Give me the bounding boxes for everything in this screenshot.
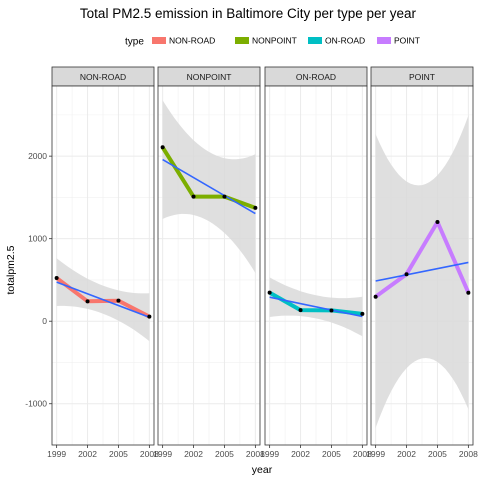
series-line-point xyxy=(374,220,471,299)
panel-border-point xyxy=(370,85,474,446)
series-line-on-road xyxy=(268,290,363,316)
x-tick-label: 2005 xyxy=(109,449,128,459)
series-line-non-road xyxy=(55,276,151,319)
y-tick-label: -1000 xyxy=(25,399,47,409)
x-tick-label: 1999 xyxy=(260,449,279,459)
x-axis-label: year xyxy=(252,464,273,476)
y-tick-label: 1000 xyxy=(28,234,47,244)
data-point-non-road-1999 xyxy=(54,276,59,281)
x-tick-label: 2002 xyxy=(397,449,416,459)
x-tick-label: 2008 xyxy=(246,449,265,459)
data-point-non-road-2002 xyxy=(85,299,90,304)
data-point-point-1999 xyxy=(373,294,378,299)
legend-label-nonpoint: NONPOINT xyxy=(252,36,297,46)
x-tick-label: 2008 xyxy=(459,449,478,459)
legend-key-nonpoint xyxy=(235,37,249,44)
x-tick-label: 2005 xyxy=(322,449,341,459)
data-point-nonpoint-2002 xyxy=(191,194,196,199)
legend-key-point xyxy=(377,37,391,44)
x-tick-label: 2002 xyxy=(184,449,203,459)
data-point-point-2008 xyxy=(466,290,471,295)
strip-label-nonpoint: NONPOINT xyxy=(187,72,232,82)
data-point-nonpoint-1999 xyxy=(160,145,165,150)
y-tick-label: 2000 xyxy=(28,151,47,161)
panel-point: POINT 1999 2002 2005 2008 xyxy=(366,66,478,459)
data-point-on-road-1999 xyxy=(267,290,272,295)
data-point-nonpoint-2005 xyxy=(222,194,227,199)
panel-border-non-road xyxy=(51,85,155,446)
panel-nonpoint: NONPOINT 1999 2002 2005 2008 xyxy=(153,66,265,459)
y-tick-label: 0 xyxy=(42,316,47,326)
trend-line-nonpoint xyxy=(162,158,256,215)
x-tick-label: 2008 xyxy=(353,449,372,459)
panel-border-nonpoint xyxy=(157,85,261,446)
x-tick-label: 1999 xyxy=(366,449,385,459)
panel-non-road: NON-ROAD 1999 2002 2005 2008 -1000 0 1000 2000 xyxy=(25,66,159,459)
gridlines-non-road xyxy=(52,86,154,446)
legend-title: type xyxy=(125,37,144,48)
legend-key-non-road xyxy=(152,37,166,44)
trend-line-non-road xyxy=(56,281,150,318)
legend-label-point: POINT xyxy=(394,36,420,46)
series-line-nonpoint xyxy=(160,146,257,210)
legend-label-non-road: NON-ROAD xyxy=(169,36,215,46)
x-tick-label: 2008 xyxy=(140,449,159,459)
gridlines-on-road xyxy=(265,86,367,446)
x-tick-label: 2002 xyxy=(291,449,310,459)
data-point-point-2002 xyxy=(404,272,409,277)
x-tick-label: 2005 xyxy=(215,449,234,459)
strip-label-non-road: NON-ROAD xyxy=(80,72,126,82)
legend-items: NON-ROAD NONPOINT ON-ROAD POINT xyxy=(152,36,420,46)
chart-title: Total PM2.5 emission in Baltimore City p… xyxy=(80,6,417,21)
legend-key-on-road xyxy=(308,37,322,44)
strip-label-on-road: ON-ROAD xyxy=(296,72,336,82)
trend-line-on-road xyxy=(269,296,363,318)
data-point-on-road-2008 xyxy=(360,311,365,316)
y-axis-label: totalpm2.5 xyxy=(5,245,17,294)
strip-label-point: POINT xyxy=(409,72,435,82)
panel-border-on-road xyxy=(264,85,368,446)
x-tick-label: 1999 xyxy=(47,449,66,459)
panel-on-road: ON-ROAD 1999 2002 2005 2008 xyxy=(260,66,372,459)
data-point-nonpoint-2008 xyxy=(253,205,258,210)
x-tick-label: 1999 xyxy=(153,449,172,459)
x-tick-label: 2002 xyxy=(78,449,97,459)
legend: type NON-ROAD NONPOINT ON-ROAD POINT xyxy=(125,36,420,48)
trend-line-point xyxy=(375,261,469,282)
data-point-on-road-2005 xyxy=(329,308,334,313)
data-point-non-road-2008 xyxy=(147,314,152,319)
data-point-non-road-2005 xyxy=(116,298,121,303)
data-point-on-road-2002 xyxy=(298,308,303,313)
data-point-point-2005 xyxy=(435,219,440,224)
legend-label-on-road: ON-ROAD xyxy=(325,36,365,46)
x-tick-label: 2005 xyxy=(428,449,447,459)
